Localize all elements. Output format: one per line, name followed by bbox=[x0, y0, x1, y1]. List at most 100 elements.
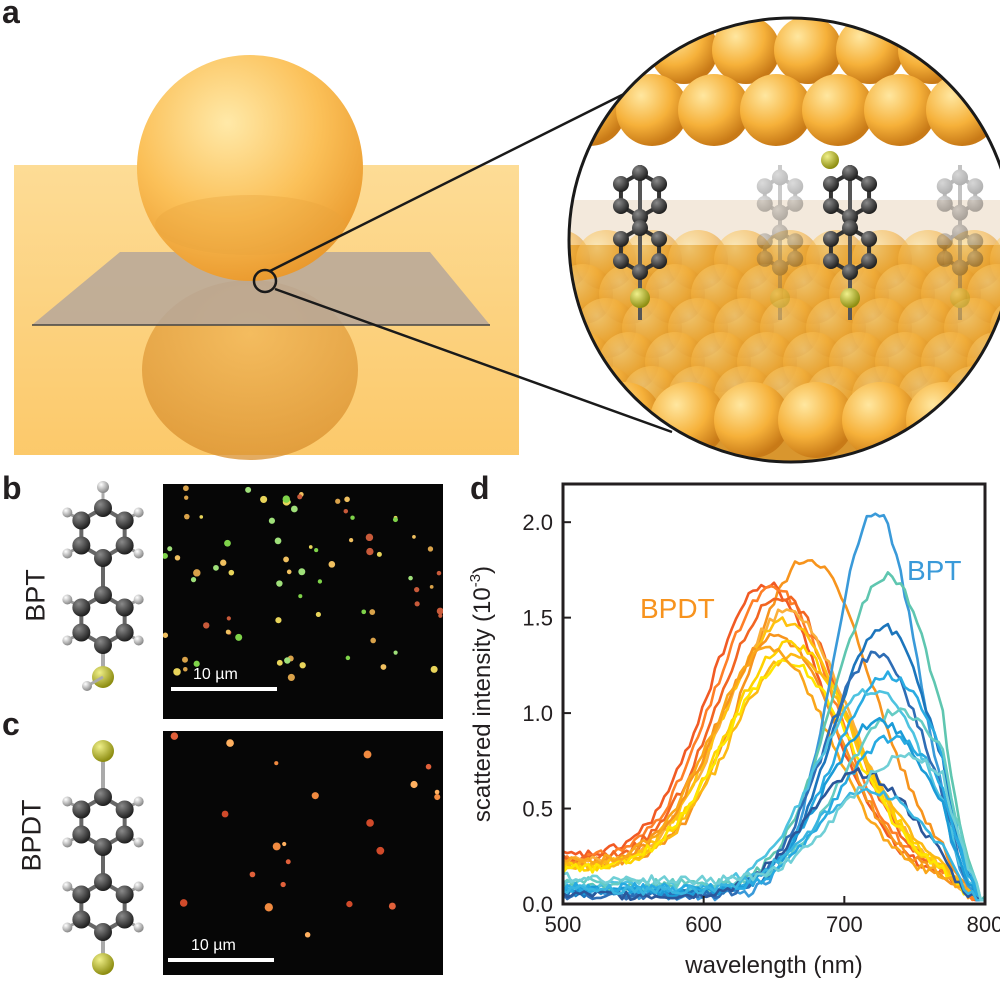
scale-bar bbox=[171, 687, 277, 691]
sulfur-atom bbox=[770, 288, 790, 308]
gold-atom bbox=[970, 382, 1000, 458]
nanoparticle-spot bbox=[380, 664, 387, 670]
sulfur-atom bbox=[92, 740, 114, 762]
nanoparticle-spot bbox=[170, 732, 179, 740]
carbon-atom bbox=[115, 536, 134, 555]
nanoparticle-spot bbox=[285, 859, 291, 865]
carbon-atom bbox=[94, 636, 112, 654]
hydrogen-atom bbox=[133, 837, 144, 848]
carbon-atom bbox=[651, 231, 668, 247]
carbon-atom bbox=[936, 233, 953, 250]
nanoparticle-spot bbox=[272, 842, 281, 851]
gold-atom bbox=[960, 18, 1000, 84]
carbon-atom bbox=[822, 231, 839, 247]
carbon-atom bbox=[787, 178, 804, 195]
hydrogen-atom bbox=[62, 837, 73, 848]
bpt-annotation: BPT bbox=[907, 555, 961, 586]
nanoparticle-spot bbox=[430, 665, 438, 673]
carbon-atom bbox=[94, 923, 112, 941]
x-axis-label: wavelength (nm) bbox=[684, 952, 862, 979]
hydrogen-atom bbox=[62, 548, 73, 559]
carbon-atom bbox=[632, 220, 648, 236]
nanoparticle-spot bbox=[183, 666, 188, 672]
bpdt-label: BPDT bbox=[16, 799, 47, 872]
gold-atom bbox=[774, 18, 842, 84]
carbon-atom bbox=[94, 838, 112, 856]
carbon-atom bbox=[787, 195, 804, 212]
gold-atom bbox=[988, 74, 1000, 146]
nanoparticle-spot bbox=[345, 655, 351, 661]
panel-label-a: a bbox=[2, 0, 20, 30]
carbon-atom bbox=[72, 885, 91, 904]
plot-frame bbox=[561, 482, 987, 906]
carbon-atom bbox=[967, 233, 984, 250]
carbon-atom bbox=[822, 176, 839, 192]
nanoparticle-spot bbox=[346, 900, 353, 908]
carbon-atom bbox=[632, 264, 648, 280]
nanoparticle-spot bbox=[221, 810, 229, 818]
nanoparticle-spot bbox=[297, 494, 303, 500]
nanoparticle-spot bbox=[344, 496, 350, 503]
nanoparticle-spot bbox=[280, 881, 286, 888]
hydrogen-atom bbox=[133, 548, 144, 559]
carbon-atom bbox=[72, 511, 91, 530]
nanoparticle-spot bbox=[183, 485, 189, 492]
bpt-molecule bbox=[62, 481, 144, 691]
nanoparticle-spot bbox=[392, 517, 398, 523]
gold-atom bbox=[650, 18, 718, 84]
carbon-atom bbox=[756, 195, 773, 212]
nanoparticle-spot bbox=[268, 517, 276, 524]
carbon-atom bbox=[842, 209, 858, 225]
nanoparticle-spot bbox=[370, 637, 376, 644]
gold-atom bbox=[712, 18, 780, 84]
molecule bbox=[936, 165, 984, 320]
carbon-atom bbox=[632, 165, 648, 181]
hydrogen-atom bbox=[133, 594, 144, 605]
carbon-atom bbox=[936, 195, 953, 212]
nanoparticle-spot bbox=[228, 569, 235, 576]
hydrogen-atom bbox=[62, 635, 73, 646]
gold-atom bbox=[586, 382, 662, 458]
carbon-atom bbox=[94, 788, 112, 806]
carbon-atom bbox=[967, 195, 984, 212]
bpdt-darkfield-image: 10 µm bbox=[163, 731, 443, 975]
carbon-atom bbox=[115, 598, 134, 617]
nanoparticle-spot bbox=[438, 613, 443, 618]
x-tick-label: 700 bbox=[826, 912, 863, 937]
nanoparticle-spot bbox=[363, 750, 372, 759]
nanoparticle-spot bbox=[348, 538, 354, 543]
nanoparticle-spot bbox=[436, 570, 442, 576]
hydrogen-atom bbox=[133, 635, 144, 646]
hydrogen-atom bbox=[133, 922, 144, 933]
x-tick-label: 600 bbox=[685, 912, 722, 937]
spectrum-line-bpt bbox=[562, 787, 985, 902]
carbon-atom bbox=[115, 800, 134, 819]
nanoparticle-spot bbox=[429, 585, 434, 589]
carbon-atom bbox=[842, 165, 858, 181]
bpt-label: BPT bbox=[20, 569, 51, 622]
carbon-atom bbox=[772, 204, 788, 221]
carbon-atom bbox=[72, 800, 91, 819]
nanoparticle-spot bbox=[174, 555, 181, 561]
nanoparticle-spot bbox=[314, 547, 319, 553]
carbon-atom bbox=[822, 253, 839, 269]
nanoparticle-spot bbox=[163, 632, 169, 638]
nanoparticle-spot bbox=[369, 609, 376, 615]
bpdt-annotation: BPDT bbox=[640, 593, 715, 624]
nanoparticle-spot bbox=[282, 495, 291, 503]
nanoparticle-spot bbox=[315, 611, 321, 618]
nanoparticle-spot bbox=[365, 533, 374, 542]
y-tick-label: 1.5 bbox=[522, 606, 553, 631]
spectrum-line-bpdt bbox=[561, 639, 985, 902]
nanoparticle-spot bbox=[436, 607, 443, 615]
sulfur-atom bbox=[821, 151, 839, 169]
carbon-atom bbox=[952, 169, 968, 186]
carbon-atom bbox=[72, 536, 91, 555]
carbon-atom bbox=[115, 910, 134, 929]
spectrum-line-bpdt bbox=[562, 645, 986, 902]
nanoparticle-spot bbox=[213, 564, 219, 571]
carbon-atom bbox=[612, 176, 629, 192]
nanoparticle-spot bbox=[274, 537, 282, 545]
nanoparticle-spot bbox=[224, 539, 231, 547]
nanoparticle-spot bbox=[276, 580, 283, 587]
